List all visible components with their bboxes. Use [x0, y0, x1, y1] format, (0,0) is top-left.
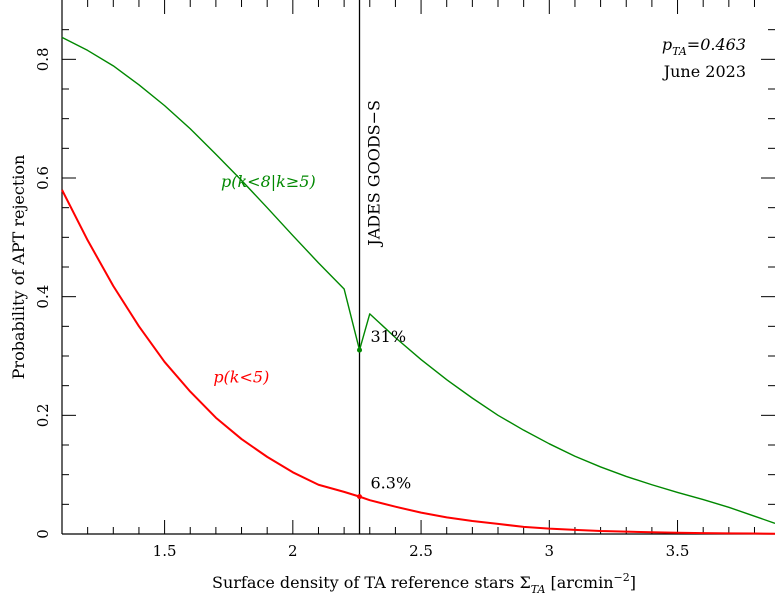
series-line-k-lt-5	[61, 189, 775, 535]
y-tick-label: 0	[34, 529, 52, 539]
x-tick-labels: 1.5 2 2.5 3 3.5	[153, 542, 690, 560]
y-tick-labels: 0 0.2 0.4 0.6 0.8	[34, 47, 52, 538]
jades-goods-s-label: JADES GOODS−S	[365, 100, 384, 248]
x-axis-label-unit: [arcmin	[545, 573, 613, 592]
p-ta-value: =0.463	[687, 35, 746, 54]
x-tick-label: 2.5	[409, 542, 433, 560]
series-labels: p(k<8|k≥5) p(k<5)	[213, 172, 315, 387]
x-tick-label: 1.5	[153, 542, 177, 560]
intersection-marker	[357, 347, 363, 353]
x-tick-label: 2	[288, 542, 298, 560]
y-tick-label: 0.6	[34, 166, 52, 190]
x-axis-label: Surface density of TA reference stars ΣT…	[212, 571, 636, 596]
series-label: p(k<5)	[213, 368, 269, 387]
p-ta-annotation: pTA=0.463	[662, 35, 746, 58]
y-tick-label: 0.8	[34, 47, 52, 71]
x-axis-label-close: ]	[630, 573, 636, 592]
intersection-marker	[357, 494, 363, 500]
x-axis-label-sub: TA	[531, 583, 546, 596]
y-axis-label: Probability of APT rejection	[9, 155, 28, 380]
series-line-k-lt-8-given-k-ge-5	[61, 36, 775, 524]
ticks	[61, 0, 775, 535]
y-tick-label: 0.4	[34, 285, 52, 309]
date-annotation: June 2023	[662, 62, 746, 81]
p-ta-symbol: p	[662, 35, 672, 54]
intersection-label: 31%	[371, 327, 407, 346]
y-tick-label: 0.2	[34, 403, 52, 427]
series-label: p(k<8|k≥5)	[221, 172, 316, 191]
x-tick-label: 3	[545, 542, 555, 560]
markers-group: 31% 6.3%	[357, 327, 412, 500]
x-axis-label-exponent: −2	[614, 571, 630, 584]
x-tick-label: 3.5	[666, 542, 690, 560]
p-ta-subscript: TA	[672, 45, 687, 58]
x-axis-label-main: Surface density of TA reference stars Σ	[212, 573, 531, 592]
series-group	[61, 36, 775, 535]
intersection-label: 6.3%	[371, 474, 412, 493]
